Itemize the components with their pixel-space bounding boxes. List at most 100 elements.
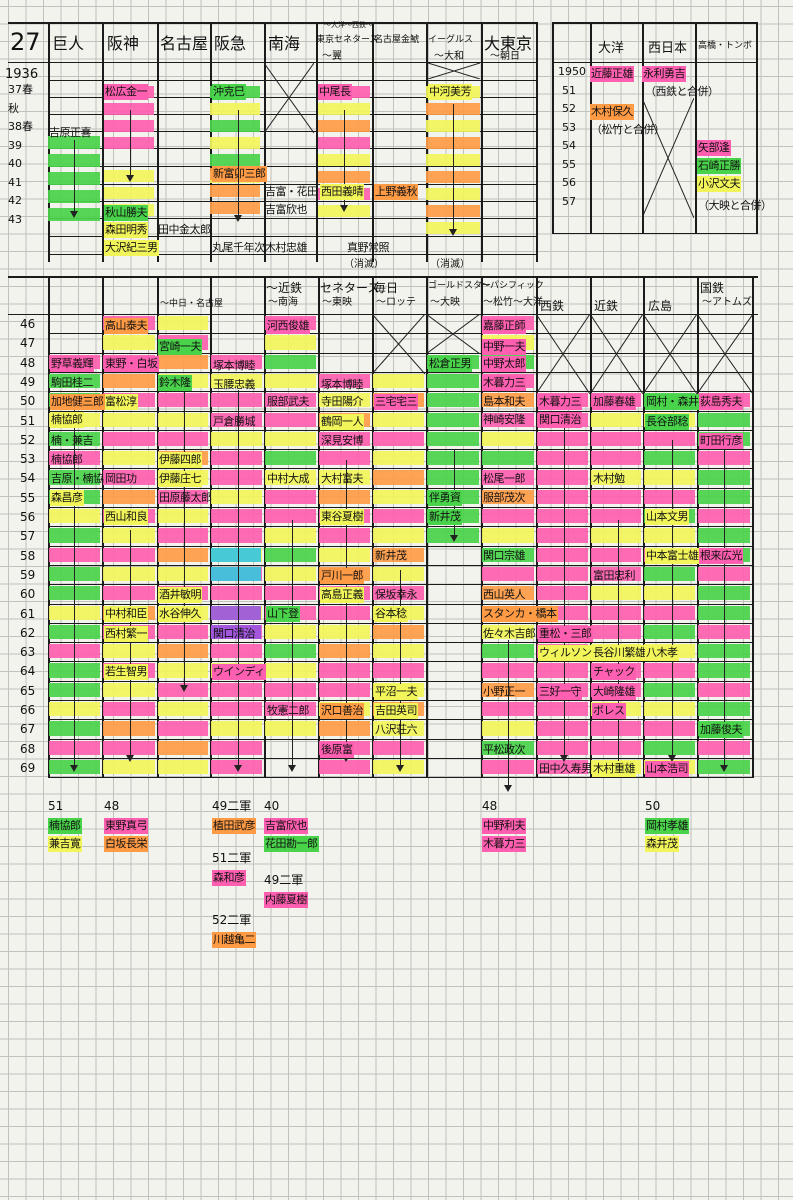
player-name: 田中金太郎 [158,223,211,236]
highlight-band [103,489,155,504]
top-table-column-line [372,22,374,262]
extra-year: 48 [482,799,498,813]
player-name: 富田忠利 [593,569,636,582]
highlight-band [265,393,316,408]
highlight-band [211,412,262,427]
highlight-band [158,431,208,447]
top-table-row-line [48,97,536,98]
bottom-table-row-line [48,603,754,605]
team-header: 名古屋 [160,34,209,53]
player-name: 木村重雄 [592,761,636,777]
player-name: 岡田功 [105,472,137,485]
extra-name: 東野真弓 [104,818,148,834]
highlight-band [158,528,208,543]
highlight-band [373,644,424,659]
highlight-band [644,586,695,601]
highlight-band [265,586,316,601]
highlight-band [319,682,370,697]
arrow-down [70,400,78,772]
highlight-band [158,489,208,504]
highlight-band [537,528,588,543]
right-table-column-line [695,22,697,234]
highlight-band [537,547,588,562]
highlight-band [104,187,154,199]
cross-mark [428,63,480,79]
bottom-table-row-line [48,449,754,451]
player-name: 平松政次 [483,743,526,756]
player-name: 伴勇資 [428,490,462,506]
top-table-row-line [48,114,536,115]
arrow-down [504,640,512,792]
bottom-table-row-line [48,545,754,547]
player-name: 楠協郎 [50,412,84,428]
player-name: 山本浩司 [645,761,689,777]
note-dissolved: （消滅） [430,259,470,270]
highlight-band [103,451,155,466]
extra-year: 48 [104,799,120,813]
player-name: 野草義輝 [50,356,94,372]
player-name: 駒田桂二 [51,376,94,389]
right-table-header-line [552,62,756,63]
cross-mark [536,314,590,394]
team-header: イーグルス [428,35,474,45]
highlight-band [591,489,641,504]
year-label: 48 [20,355,36,370]
highlight-band [373,451,424,466]
bottom-table-header-line [8,314,758,315]
year-label: 60 [20,587,36,602]
team-header: 巨人 [52,34,85,53]
team-header: 大洋 [598,41,625,56]
player-name: 河西俊雄 [266,318,310,334]
extra-year: 49二軍 [264,873,304,887]
highlight-band [698,412,750,427]
highlight-band [265,547,316,562]
player-name: 関口清治 [213,627,256,640]
team-header: ゴールドスター [428,281,492,291]
year-label: 55 [20,490,36,505]
player-name: 高山泰夫 [104,318,148,334]
top-table-column-line [157,22,159,262]
highlight-band [158,740,208,755]
year-label: 46 [20,317,36,331]
highlight-band [265,624,316,640]
year-label: 62 [20,625,36,640]
arrow-down [340,110,348,212]
year-label: 63 [20,645,36,660]
highlight-band [644,566,695,582]
highlight-band [103,702,155,717]
year-label: 1950 [558,65,586,78]
bottom-table-row-line [48,507,754,508]
team-header: 近鉄 [594,299,619,313]
team-header: 西鉄 [540,299,565,313]
year-label: 69 [20,760,36,775]
year-label: 52 [20,432,36,447]
highlight-band [104,137,154,149]
highlight-band [427,373,479,389]
highlight-band [211,624,261,640]
highlight-band [211,470,262,485]
cross-mark [590,314,643,394]
highlight-band [319,431,370,447]
player-name: 吉富・花田 [265,185,318,198]
player-name: 新井茂 [375,549,407,562]
player-name: 西田義晴 [320,184,364,200]
player-name: 秋山勝夫 [104,205,148,221]
player-name: 平沼一夫 [374,684,418,700]
highlight-band [644,431,695,447]
team-header: セネタース [320,281,380,295]
highlight-band [427,451,479,466]
team-header-top: 〜大洋〜西鉄〜 [324,21,373,29]
highlight-band [103,759,155,775]
arrow-down [396,570,404,772]
highlight-band [265,489,316,504]
highlight-band [265,721,316,736]
top-table-row-line [48,236,536,237]
arrow-down [126,530,134,762]
highlight-band [211,451,262,466]
player-name: 山下登 [266,606,300,622]
highlight-band [265,528,316,543]
player-name: 新富卯三郎 [212,166,267,182]
bottom-table-border [8,276,758,278]
team-header: 東京セネタース [316,35,379,45]
highlight-band [591,721,641,736]
